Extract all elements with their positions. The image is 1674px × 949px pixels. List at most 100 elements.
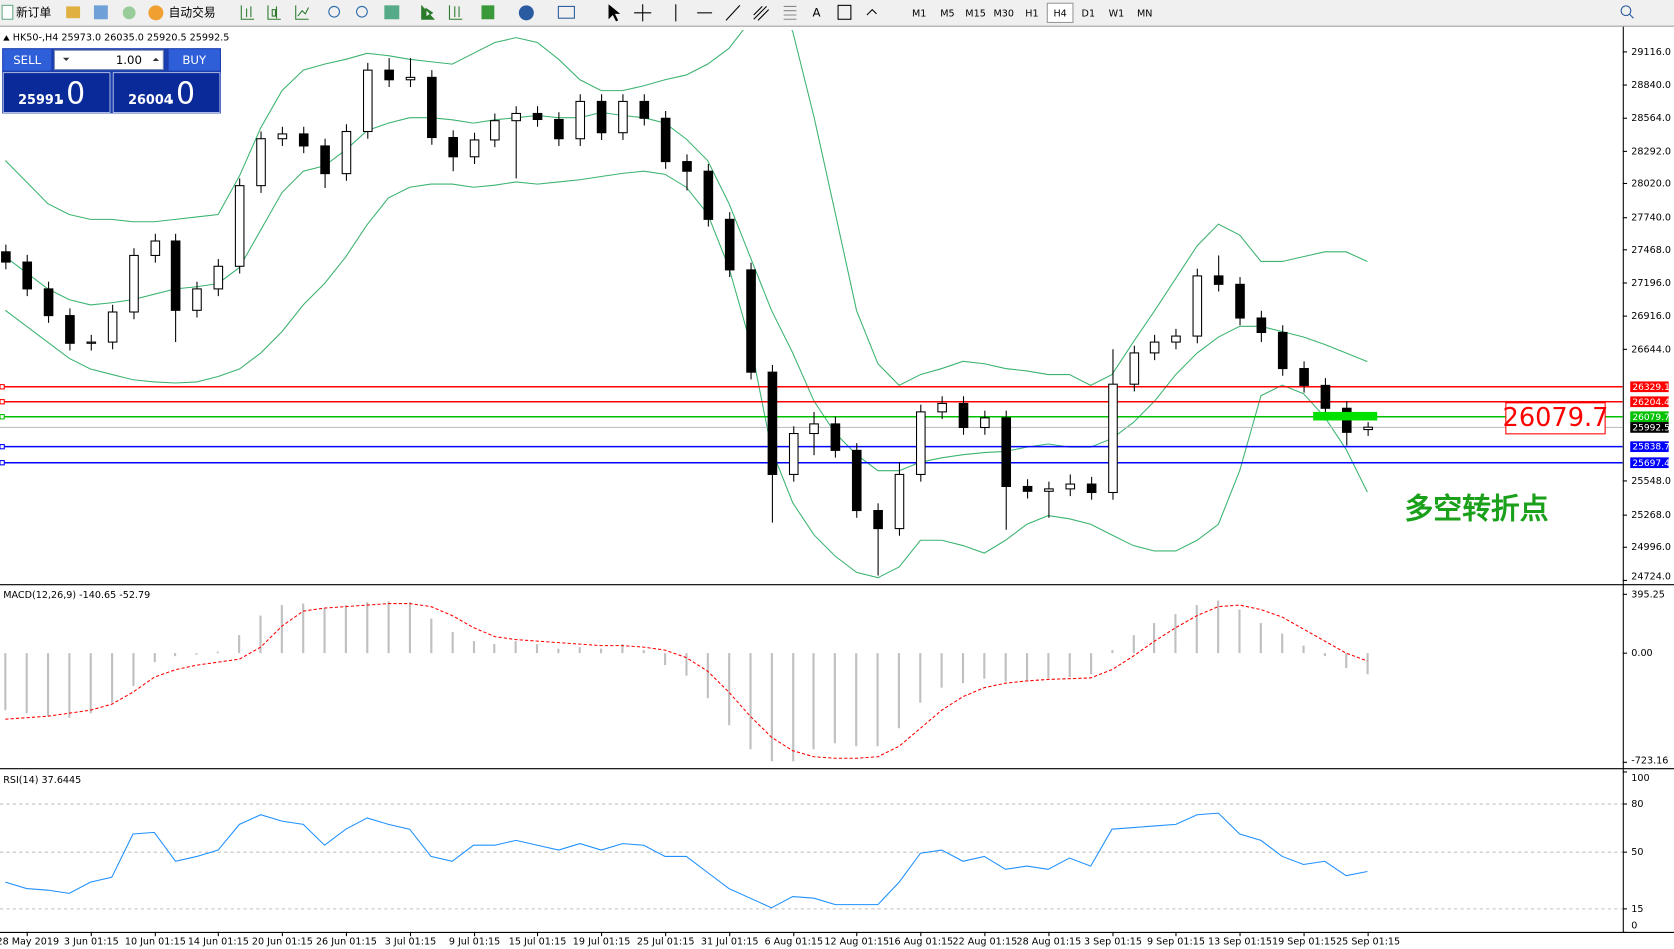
buy-price-box[interactable] bbox=[112, 72, 221, 113]
fibo[interactable] bbox=[783, 5, 797, 20]
candle-body bbox=[320, 145, 330, 175]
search[interactable] bbox=[1628, 13, 1634, 19]
x-tick-label: 3 Jul 01:15 bbox=[385, 937, 436, 948]
y-tick-label: 395.25 bbox=[1631, 589, 1665, 600]
candle-body bbox=[469, 139, 480, 158]
macd-bar bbox=[216, 651, 219, 654]
timeframe[interactable]: M1 bbox=[912, 8, 926, 19]
crosshair[interactable] bbox=[634, 4, 652, 22]
macd-bar bbox=[749, 653, 752, 750]
level-handle[interactable] bbox=[0, 444, 5, 450]
zoom-out[interactable] bbox=[356, 5, 368, 18]
buy-price-decimal[interactable]: .0 bbox=[167, 77, 196, 112]
tile[interactable] bbox=[384, 5, 400, 20]
toolbar: 新订单 自动交易 A M1 M5 M15 M30 H1 H4 D1 W1 MN bbox=[0, 0, 1674, 27]
icon[interactable] bbox=[93, 5, 108, 20]
timeframe[interactable]: M5 bbox=[940, 8, 954, 19]
channel[interactable] bbox=[753, 6, 770, 21]
timeframe[interactable]: M30 bbox=[994, 8, 1015, 19]
level-handle[interactable] bbox=[0, 414, 5, 420]
auto-trading[interactable]: 自动交易 bbox=[169, 5, 216, 19]
candle-body bbox=[170, 240, 181, 311]
macd-bar bbox=[1217, 600, 1220, 654]
macd-bar bbox=[1259, 623, 1262, 654]
rsi-line bbox=[5, 812, 1368, 909]
candle-body bbox=[639, 100, 650, 119]
zoom-in[interactable] bbox=[328, 5, 341, 18]
icon[interactable] bbox=[66, 6, 81, 19]
level-handle[interactable] bbox=[0, 384, 5, 390]
price-pane bbox=[0, 29, 1623, 579]
y-tick-label: 24996.0 bbox=[1631, 542, 1671, 553]
candle-body bbox=[1192, 275, 1203, 337]
new-order[interactable]: 新订单 bbox=[16, 5, 51, 19]
indicators[interactable] bbox=[481, 5, 495, 20]
auto-trading-icon[interactable] bbox=[148, 5, 164, 21]
macd-bar bbox=[1174, 614, 1177, 654]
shift[interactable] bbox=[448, 5, 463, 20]
macd-bar bbox=[514, 641, 517, 654]
templates[interactable] bbox=[557, 5, 575, 19]
macd-signal bbox=[5, 603, 1368, 759]
trendline[interactable] bbox=[725, 4, 741, 21]
x-tick-label: 13 Sep 01:15 bbox=[1208, 937, 1272, 948]
macd-bar bbox=[1366, 653, 1369, 675]
level-handle[interactable] bbox=[0, 460, 5, 466]
volume[interactable]: 1.00 bbox=[116, 53, 142, 67]
macd-bar bbox=[621, 644, 624, 654]
x-tick-label: 12 Aug 01:15 bbox=[824, 937, 889, 948]
timeframe[interactable]: D1 bbox=[1082, 8, 1096, 19]
macd-bar bbox=[25, 653, 28, 714]
level-tag-text: 26329.1 bbox=[1632, 383, 1670, 393]
candle-body bbox=[703, 170, 714, 220]
y-tick-label: 25548.0 bbox=[1631, 476, 1671, 487]
candle-tool[interactable] bbox=[267, 5, 281, 20]
timeframe[interactable]: MN bbox=[1137, 8, 1152, 19]
bar-chart-tool[interactable] bbox=[240, 5, 255, 20]
y-tick-label: 0 bbox=[1631, 920, 1637, 931]
candle-body bbox=[830, 423, 841, 451]
y-tick-label: 27740.0 bbox=[1631, 213, 1671, 224]
level-handle[interactable] bbox=[0, 399, 5, 405]
timeframe[interactable]: M15 bbox=[965, 8, 986, 19]
periods[interactable] bbox=[518, 5, 534, 21]
timeframe[interactable]: H4 bbox=[1053, 8, 1066, 19]
sell-price[interactable]: 25991 bbox=[18, 93, 63, 108]
text-tool-icon[interactable]: A bbox=[812, 5, 820, 19]
icon[interactable] bbox=[122, 6, 136, 20]
macd-bar bbox=[68, 653, 71, 718]
candle-body bbox=[405, 76, 416, 81]
level-tag bbox=[1630, 381, 1669, 393]
candle-body bbox=[256, 138, 266, 187]
arrows-tool[interactable] bbox=[866, 8, 877, 16]
active-timeframe-box[interactable] bbox=[1046, 2, 1074, 24]
y-tick-label: 28564.0 bbox=[1631, 113, 1671, 124]
volume-input[interactable] bbox=[53, 49, 164, 71]
sell-button[interactable] bbox=[3, 49, 52, 71]
timeframe[interactable]: H1 bbox=[1025, 8, 1038, 19]
search[interactable] bbox=[1620, 5, 1632, 17]
x-tick-label: 9 Sep 01:15 bbox=[1147, 937, 1205, 948]
cursor[interactable] bbox=[608, 4, 621, 22]
label-tool[interactable] bbox=[837, 4, 852, 20]
macd-bar bbox=[770, 653, 773, 762]
sell-label[interactable]: SELL bbox=[13, 53, 41, 67]
macd-bar bbox=[89, 653, 92, 714]
buy-price[interactable]: 26004 bbox=[128, 93, 173, 108]
candle-body bbox=[1235, 283, 1245, 319]
buy-label[interactable]: BUY bbox=[182, 53, 207, 67]
timeframe[interactable]: W1 bbox=[1109, 8, 1125, 19]
sell-price-box[interactable] bbox=[2, 72, 111, 113]
line-tool[interactable] bbox=[295, 5, 310, 20]
candle-body bbox=[873, 510, 883, 530]
collapse-icon[interactable] bbox=[3, 35, 10, 41]
x-tick-label: 26 Jun 01:15 bbox=[316, 937, 377, 948]
new-order-icon[interactable] bbox=[1, 4, 14, 20]
buy-button[interactable] bbox=[168, 49, 220, 71]
macd-bar bbox=[1004, 653, 1007, 682]
sell-price-decimal[interactable]: .0 bbox=[57, 77, 86, 112]
autoscroll[interactable] bbox=[421, 5, 435, 20]
chart-header: HK50-,H4 25973.0 26035.0 25920.5 25992.5 bbox=[13, 32, 230, 43]
candle-body bbox=[192, 288, 202, 311]
